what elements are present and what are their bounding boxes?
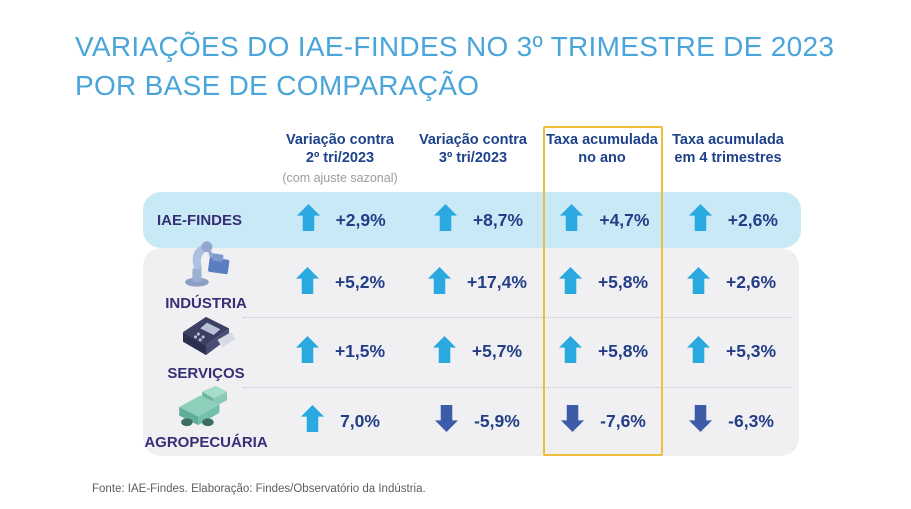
value-text: +1,5%	[334, 341, 386, 362]
value-text: +2,9%	[335, 209, 386, 230]
table-row-iae-findes: IAE-FINDES +2,9% +8,7% +4,7% +2,6%	[143, 192, 801, 248]
row-label-cell: AGROPECUÁRIA	[143, 384, 269, 456]
value-text: +2,6%	[725, 272, 777, 293]
up-arrow-icon	[295, 266, 320, 300]
source-note: Fonte: IAE-Findes. Elaboração: Findes/Ob…	[92, 483, 426, 495]
value-text: -5,9%	[474, 410, 520, 431]
value-cell: -6,3%	[663, 387, 799, 456]
down-arrow-icon	[688, 404, 713, 438]
up-arrow-icon	[296, 203, 321, 237]
column-header-line1: Variação contra	[419, 132, 527, 148]
up-arrow-icon	[688, 203, 713, 237]
harvester-icon	[173, 384, 239, 433]
value-text: -6,3%	[728, 410, 774, 431]
value-cell: +5,8%	[543, 248, 663, 317]
up-arrow-icon	[295, 335, 320, 369]
column-header-line2: em 4 trimestres	[674, 150, 782, 166]
value-text: +2,6%	[727, 209, 778, 230]
column-header-subnote: (com ajuste sazonal)	[282, 171, 398, 185]
value-cell: +5,2%	[269, 248, 411, 317]
value-cell: +2,6%	[663, 248, 799, 317]
row-divider	[243, 317, 791, 319]
column-header-3: Taxa acumulada no ano	[545, 131, 659, 167]
up-arrow-icon	[558, 266, 583, 300]
up-arrow-icon	[686, 335, 711, 369]
column-header-line1: Taxa acumulada	[672, 132, 784, 148]
value-text: +17,4%	[467, 272, 527, 293]
robot-arm-icon	[177, 239, 235, 294]
page-title-line2: POR BASE DE COMPARAÇÃO	[75, 70, 480, 101]
value-cell: +2,6%	[665, 203, 801, 237]
up-arrow-icon	[427, 266, 452, 300]
table-row-indústria: INDÚSTRIA +5,2% +17,4% +5,8% +2,6%	[143, 241, 799, 317]
row-label: SERVIÇOS	[167, 364, 245, 382]
column-header-line2: 3º tri/2023	[438, 150, 508, 166]
value-text: +8,7%	[472, 209, 524, 230]
value-cell: +4,7%	[544, 203, 664, 237]
value-cell: -5,9%	[411, 387, 543, 456]
row-label-cell: IAE-FINDES	[143, 212, 269, 229]
value-text: 7,0%	[340, 410, 380, 431]
up-arrow-icon	[559, 203, 584, 237]
value-text: +5,7%	[471, 341, 523, 362]
value-cell: +17,4%	[411, 248, 543, 317]
row-divider	[243, 386, 791, 388]
value-text: -7,6%	[600, 410, 646, 431]
column-header-line2: 2º tri/2023	[305, 150, 375, 166]
table-row-serviços: SERVIÇOS +1,5% +5,7% +5,8% +5,3%	[143, 316, 799, 386]
down-arrow-icon	[560, 404, 585, 438]
row-label-cell: INDÚSTRIA	[143, 241, 269, 317]
down-arrow-icon	[434, 404, 459, 438]
value-cell: +8,7%	[412, 203, 544, 237]
up-arrow-icon	[432, 335, 457, 369]
pos-terminal-icon	[174, 313, 238, 364]
table-row-agropecuária: AGROPECUÁRIA 7,0% -5,9% -7,6% -6,3%	[143, 384, 799, 456]
value-cell: +5,8%	[543, 317, 663, 386]
column-header-line2: no ano	[578, 150, 626, 166]
value-cell: +1,5%	[269, 317, 411, 386]
up-arrow-icon	[433, 203, 458, 237]
column-header-line1: Variação contra	[286, 132, 394, 148]
page-title-line1: VARIAÇÕES DO IAE-FINDES NO 3º TRIMESTRE …	[75, 31, 835, 62]
row-label-cell: SERVIÇOS	[143, 316, 269, 386]
value-text: +5,2%	[334, 272, 386, 293]
up-arrow-icon	[300, 404, 325, 438]
value-cell: +5,3%	[663, 317, 799, 386]
value-cell: 7,0%	[269, 387, 411, 456]
sector-rows-card: INDÚSTRIA +5,2% +17,4% +5,8% +2,6% SERVIÇOS +1…	[143, 241, 799, 456]
row-label: IAE-FINDES	[157, 211, 243, 229]
column-header-4: Taxa acumulada em 4 trimestres	[657, 131, 799, 167]
row-label: INDÚSTRIA	[165, 295, 247, 313]
value-cell: -7,6%	[543, 387, 663, 456]
column-header-2: Variação contra 3º tri/2023	[403, 131, 543, 167]
column-header-line1: Taxa acumulada	[546, 132, 658, 148]
value-text: +5,8%	[597, 272, 649, 293]
row-label: AGROPECUÁRIA	[144, 433, 268, 451]
value-text: +4,7%	[599, 209, 650, 230]
up-arrow-icon	[686, 266, 711, 300]
value-text: +5,8%	[597, 341, 649, 362]
up-arrow-icon	[558, 335, 583, 369]
value-text: +5,3%	[725, 341, 777, 362]
value-cell: +2,9%	[269, 203, 411, 237]
column-header-1: Variação contra 2º tri/2023 (com ajuste sa…	[259, 131, 421, 187]
page-title: VARIAÇÕES DO IAE-FINDES NO 3º TRIMESTRE …	[75, 27, 875, 105]
value-cell: +5,7%	[411, 317, 543, 386]
